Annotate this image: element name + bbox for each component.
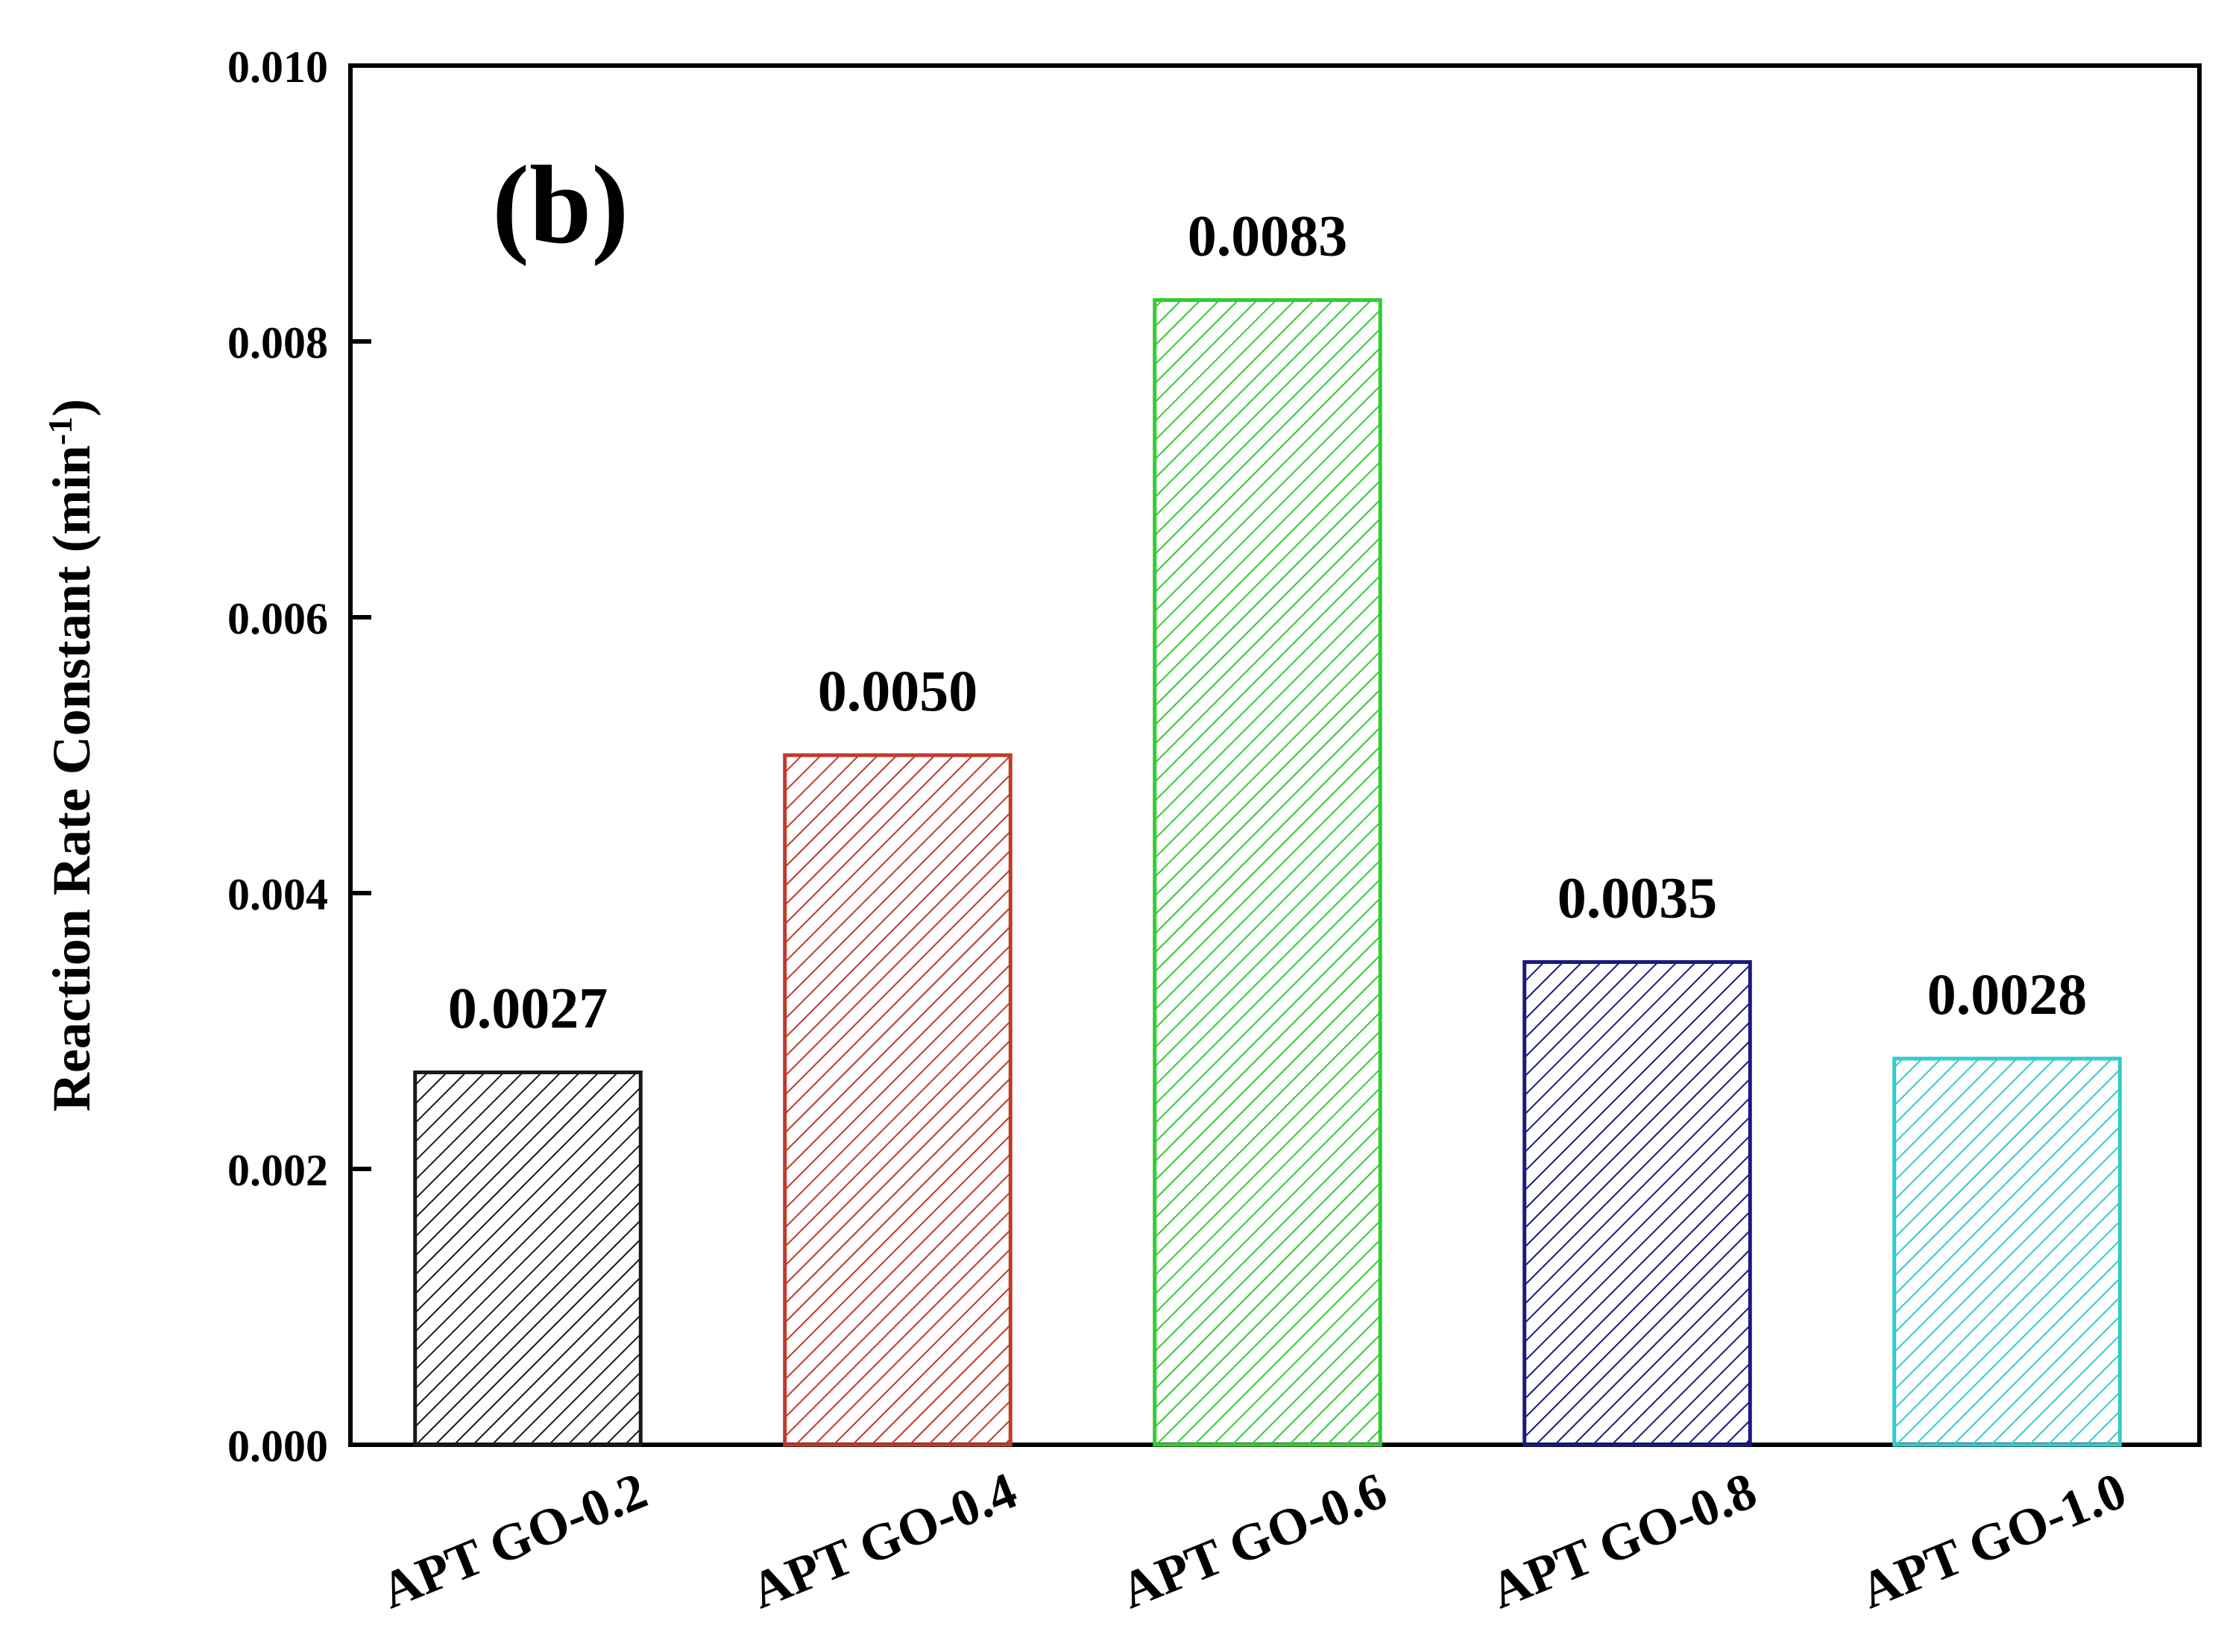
y-tick-label: 0.000 (227, 1422, 328, 1471)
y-axis-ticks: 0.000 0.002 0.004 0.006 0.008 0.010 (227, 42, 371, 1471)
y-axis-title-superscript: -1 (41, 417, 79, 445)
x-tick-label-3: APT GO-0.6 (1113, 1462, 1394, 1620)
bar-4 (1522, 960, 1752, 1447)
bar-1 (413, 1071, 643, 1447)
y-axis-title-close: ) (42, 399, 101, 417)
y-tick-label: 0.002 (227, 1146, 328, 1195)
y-tick-label: 0.008 (227, 318, 328, 368)
bars (413, 298, 2122, 1447)
x-axis-tick-labels: APT GO-0.2 APT GO-0.4 APT GO-0.6 APT GO-0.8… (374, 1462, 2134, 1620)
y-tick-label: 0.004 (227, 870, 328, 919)
x-tick-label-5: APT GO-1.0 (1853, 1462, 2134, 1620)
data-label-5: 0.0028 (1927, 962, 2088, 1027)
x-tick-label-4: APT GO-0.8 (1483, 1462, 1764, 1620)
y-axis-title: Reaction Rate Constant (min-1) (41, 399, 101, 1112)
bar-2 (783, 753, 1012, 1447)
data-label-2: 0.0050 (818, 658, 978, 723)
y-tick-label: 0.010 (227, 42, 328, 92)
data-labels: 0.0027 0.0050 0.0083 0.0035 0.0028 (448, 204, 2088, 1041)
data-label-4: 0.0035 (1557, 866, 1718, 930)
y-tick-label: 0.006 (227, 594, 328, 643)
y-axis-title-main: Reaction Rate Constant (min (42, 445, 101, 1112)
panel-label: (b) (492, 143, 629, 267)
bar-5 (1892, 1056, 2122, 1447)
data-label-1: 0.0027 (448, 976, 608, 1041)
data-label-3: 0.0083 (1188, 204, 1348, 268)
x-tick-label-1: APT GO-0.2 (374, 1462, 655, 1620)
x-tick-label-2: APT GO-0.4 (743, 1462, 1024, 1620)
bar-3 (1153, 298, 1382, 1447)
